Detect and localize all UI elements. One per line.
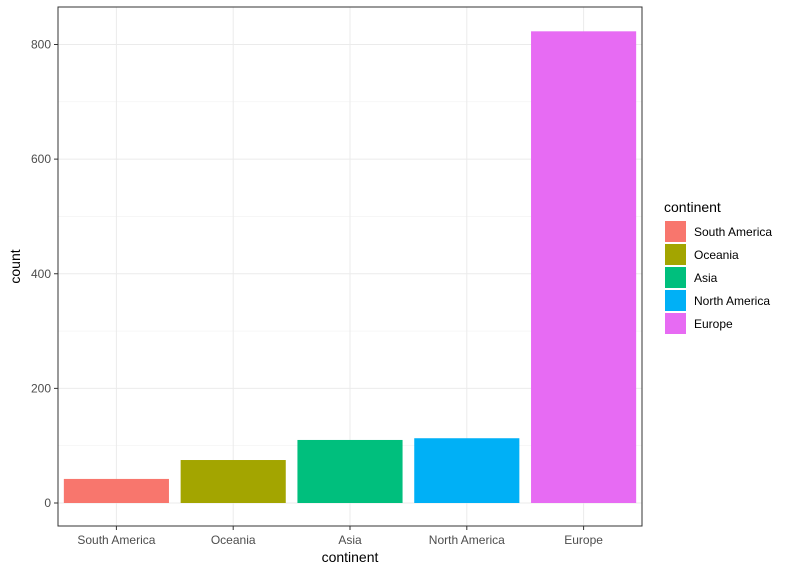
legend-label: North America <box>694 294 770 308</box>
legend-label: Oceania <box>694 248 739 262</box>
x-tick-label: Oceania <box>211 533 256 547</box>
x-tick-label: Europe <box>564 533 603 547</box>
legend-key-oceania <box>665 244 686 265</box>
legend-key-south-america <box>665 221 686 242</box>
x-axis-title: continent <box>322 549 379 565</box>
legend: continent South America Oceania Asia North … <box>664 199 772 334</box>
bar-north-america <box>414 438 520 503</box>
legend-title: continent <box>664 199 721 215</box>
legend-label: South America <box>694 225 772 239</box>
legend-key-europe <box>665 313 686 334</box>
legend-key-asia <box>665 267 686 288</box>
bar-south-america <box>63 478 169 503</box>
x-tick-label: North America <box>429 533 505 547</box>
y-tick-label: 800 <box>31 38 51 52</box>
bar-asia <box>297 439 403 503</box>
legend-label: Europe <box>694 317 733 331</box>
x-tick-label: Asia <box>338 533 362 547</box>
legend-label: Asia <box>694 271 718 285</box>
y-axis-ticks: 0 200 400 600 800 <box>31 38 58 510</box>
bar-oceania <box>180 460 286 503</box>
y-axis-title: count <box>7 249 23 283</box>
x-tick-label: South America <box>77 533 155 547</box>
bars <box>63 31 637 504</box>
legend-key-north-america <box>665 290 686 311</box>
y-tick-label: 0 <box>44 496 51 510</box>
y-tick-label: 200 <box>31 381 51 395</box>
x-axis-ticks: South America Oceania Asia North America Eur… <box>77 526 603 547</box>
y-tick-label: 600 <box>31 152 51 166</box>
y-tick-label: 400 <box>31 267 51 281</box>
bar-europe <box>531 31 637 504</box>
